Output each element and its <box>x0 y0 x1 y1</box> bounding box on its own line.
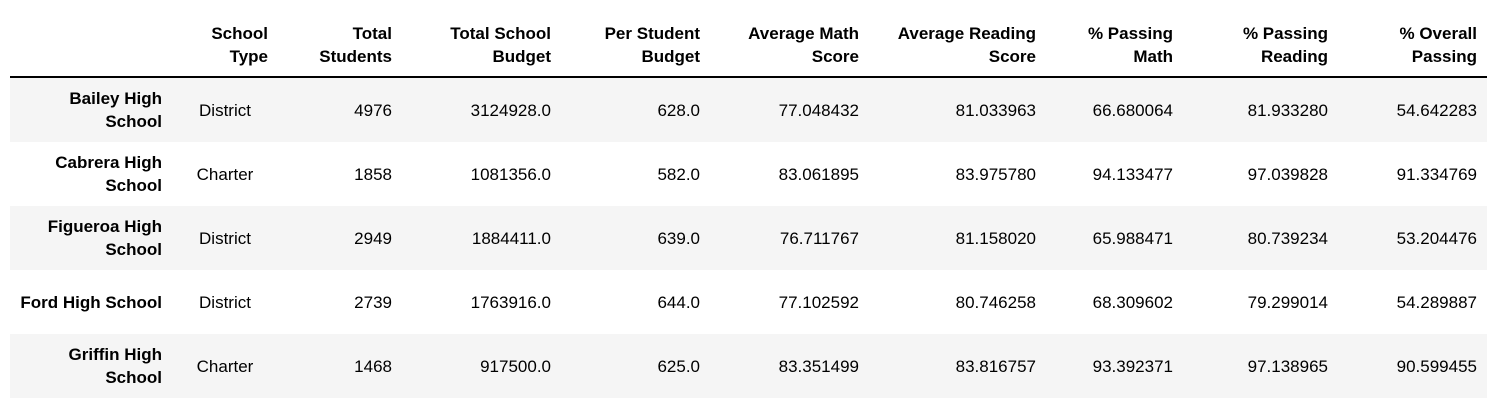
table-row: Ford High School District 2739 1763916.0… <box>10 270 1487 334</box>
column-header-total-school-budget: Total School Budget <box>402 14 561 78</box>
column-header-average-reading-score: Average Reading Score <box>869 14 1046 78</box>
column-header-passing-reading: % Passing Reading <box>1183 14 1338 78</box>
cell-average-reading-score: 81.158020 <box>955 228 1036 248</box>
cell-per-student-budget: 582.0 <box>657 164 700 184</box>
cell-average-reading-score: 80.746258 <box>955 292 1036 312</box>
cell-average-reading-score: 83.816757 <box>955 356 1036 376</box>
cell-passing-reading: 80.739234 <box>1247 228 1328 248</box>
table-row: Griffin High School Charter 1468 917500.… <box>10 334 1487 398</box>
cell-passing-math: 94.133477 <box>1092 164 1173 184</box>
cell-total-students: 2739 <box>354 292 392 312</box>
row-label-school-name: Ford High School <box>20 292 162 312</box>
cell-total-school-budget: 1081356.0 <box>470 164 551 184</box>
cell-school-type: Charter <box>196 164 254 184</box>
cell-passing-math: 66.680064 <box>1092 100 1173 120</box>
cell-total-school-budget: 1884411.0 <box>471 228 551 248</box>
cell-per-student-budget: 639.0 <box>657 228 700 248</box>
cell-total-school-budget: 917500.0 <box>480 356 551 376</box>
row-label-school-name: Cabrera High School <box>55 153 162 195</box>
cell-passing-reading: 81.933280 <box>1247 100 1328 120</box>
cell-per-student-budget: 625.0 <box>657 356 700 376</box>
cell-average-reading-score: 83.975780 <box>955 164 1036 184</box>
table-row: Cabrera High School Charter 1858 1081356… <box>10 142 1487 206</box>
row-label-school-name: Griffin High School <box>68 345 162 387</box>
cell-total-students: 1468 <box>354 356 392 376</box>
column-header-school-type: School Type <box>172 14 278 78</box>
cell-average-reading-score: 81.033963 <box>955 100 1036 120</box>
cell-school-type: Charter <box>196 356 254 376</box>
column-header-total-students: Total Students <box>278 14 402 78</box>
cell-overall-passing: 91.334769 <box>1396 164 1477 184</box>
cell-passing-math: 65.988471 <box>1092 228 1173 248</box>
column-header-passing-math: % Passing Math <box>1046 14 1183 78</box>
cell-school-type: District <box>199 292 251 312</box>
cell-per-student-budget: 628.0 <box>657 100 700 120</box>
row-label-school-name: Figueroa High School <box>47 217 162 259</box>
cell-per-student-budget: 644.0 <box>657 292 700 312</box>
cell-average-math-score: 83.351499 <box>778 356 859 376</box>
cell-total-school-budget: 3124928.0 <box>470 100 551 120</box>
cell-school-type: District <box>199 100 251 120</box>
cell-overall-passing: 54.289887 <box>1396 292 1477 312</box>
cell-total-students: 4976 <box>354 100 392 120</box>
cell-passing-reading: 79.299014 <box>1247 292 1328 312</box>
column-header-per-student-budget: Per Student Budget <box>561 14 710 78</box>
table-row: Figueroa High School District 2949 18844… <box>10 206 1487 270</box>
cell-total-students: 1858 <box>354 164 392 184</box>
cell-overall-passing: 53.204476 <box>1396 228 1477 248</box>
column-header-index <box>10 14 172 78</box>
cell-passing-math: 93.392371 <box>1092 356 1173 376</box>
row-label-school-name: Bailey High School <box>69 89 162 131</box>
cell-total-students: 2949 <box>354 228 392 248</box>
cell-average-math-score: 77.048432 <box>778 100 859 120</box>
cell-total-school-budget: 1763916.0 <box>470 292 551 312</box>
cell-passing-math: 68.309602 <box>1092 292 1173 312</box>
table-header-row: School Type Total Students Total School … <box>10 14 1487 78</box>
table-row: Bailey High School District 4976 3124928… <box>10 77 1487 142</box>
cell-passing-reading: 97.039828 <box>1247 164 1328 184</box>
dataframe-output: School Type Total Students Total School … <box>10 14 1487 398</box>
column-header-overall-passing: % Overall Passing <box>1338 14 1487 78</box>
cell-school-type: District <box>199 228 251 248</box>
cell-average-math-score: 76.711767 <box>779 228 859 248</box>
cell-passing-reading: 97.138965 <box>1247 356 1328 376</box>
cell-average-math-score: 77.102592 <box>778 292 859 312</box>
school-summary-table: School Type Total Students Total School … <box>10 14 1487 398</box>
cell-overall-passing: 54.642283 <box>1396 100 1477 120</box>
cell-overall-passing: 90.599455 <box>1396 356 1477 376</box>
column-header-average-math-score: Average Math Score <box>710 14 869 78</box>
cell-average-math-score: 83.061895 <box>778 164 859 184</box>
